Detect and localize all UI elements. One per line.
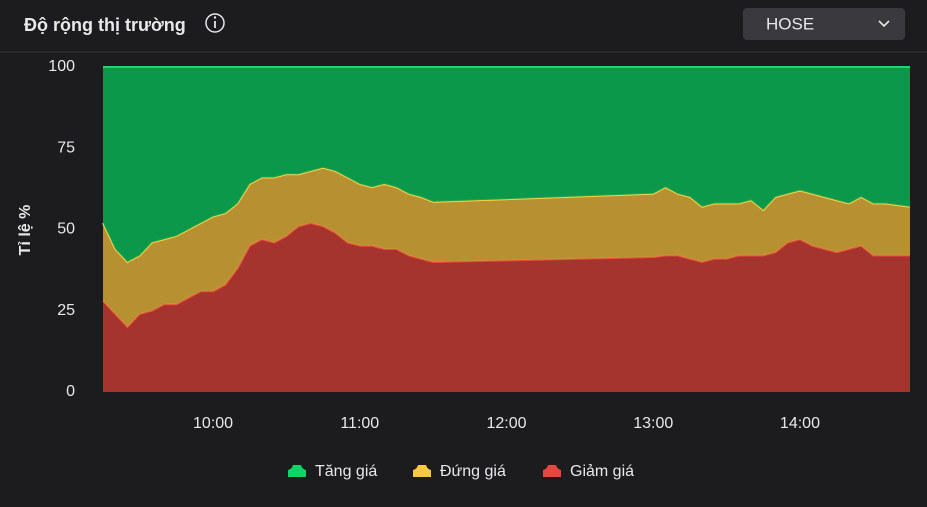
area (103, 67, 910, 262)
y-tick-label: 75 (57, 139, 75, 156)
info-circle (205, 13, 225, 33)
legend-label: Giảm giá (570, 463, 634, 480)
x-tick-label: 14:00 (780, 415, 820, 432)
exchange-dropdown[interactable]: HOSE (743, 8, 905, 40)
y-tick-label: 100 (48, 58, 75, 75)
legend-icon (543, 465, 561, 477)
dropdown-box (743, 8, 905, 40)
info-icon[interactable] (205, 13, 225, 33)
y-axis-label: Tỉ lệ % (17, 205, 34, 256)
legend-icon (413, 465, 431, 477)
info-dot (213, 16, 217, 19)
legend: Tăng giá Đứng giá Giảm giá (288, 463, 634, 480)
plot (102, 66, 911, 392)
area (103, 223, 910, 392)
dropdown-value: HOSE (766, 14, 814, 33)
y-tick-label: 50 (57, 221, 75, 238)
area (103, 167, 910, 327)
legend-label: Đứng giá (440, 463, 506, 480)
x-tick-label: 12:00 (486, 415, 526, 432)
widget-title: Độ rộng thị trường (24, 15, 186, 35)
x-tick-label: 13:00 (633, 415, 673, 432)
y-tick-label: 0 (66, 383, 75, 400)
dropdown-chevron (878, 20, 890, 28)
x-tick-label: 11:00 (340, 415, 379, 432)
y-tick-label: 25 (57, 302, 75, 319)
x-tick-label: 10:00 (193, 415, 233, 432)
legend-label: Tăng giá (315, 463, 377, 480)
legend-icon (288, 465, 306, 477)
